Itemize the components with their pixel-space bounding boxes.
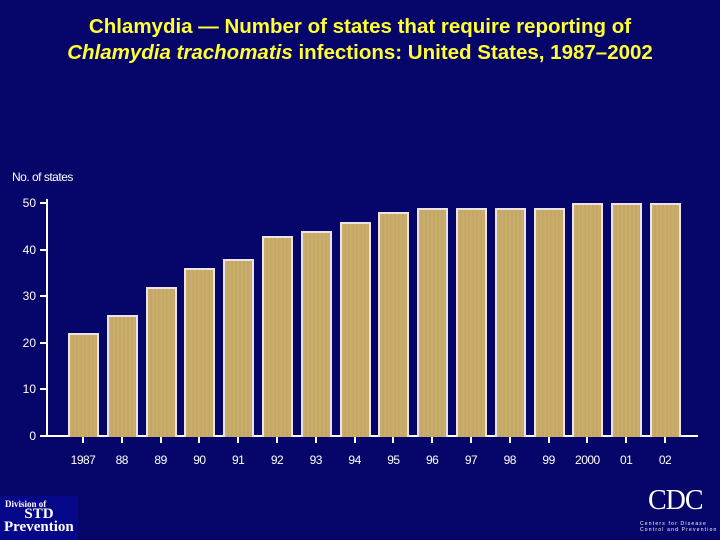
x-tick-label: 1987: [70, 453, 96, 467]
std-prevention-logo: Division of STD Prevention: [0, 496, 78, 540]
x-tick: [392, 437, 395, 443]
x-tick-label: 95: [387, 453, 400, 467]
x-tick-label: 89: [154, 453, 167, 467]
bar-1987: [68, 333, 99, 437]
bar-93: [300, 230, 332, 437]
y-tick: [40, 435, 47, 437]
chart-title: Chlamydia — Number of states that requir…: [0, 14, 720, 66]
logo-std-text: STD: [24, 506, 54, 522]
title-line-2-rest: infections: United States, 1987–2002: [292, 41, 653, 64]
x-tick-label: 94: [348, 453, 361, 467]
bar-96: [417, 207, 449, 437]
title-italic-species: Chlamydia trachomatis: [67, 41, 293, 64]
y-tick-label: 40: [22, 242, 36, 257]
x-tick: [625, 437, 628, 443]
x-tick: [314, 437, 317, 443]
bar-99: [533, 207, 565, 437]
y-axis-line: [46, 199, 48, 437]
x-tick-label: 93: [309, 453, 323, 467]
bar-89: [145, 286, 177, 437]
x-tick-label: 91: [232, 453, 245, 467]
x-tick: [276, 437, 278, 443]
y-tick: [40, 248, 47, 251]
title-line-2: Chlamydia trachomatis infections: United…: [0, 40, 720, 66]
bar-01: [611, 203, 643, 437]
title-line-1: Chlamydia — Number of states that requir…: [88, 15, 632, 38]
cdc-logo: CDC Centers for Disease Control and Prev…: [640, 485, 716, 535]
x-tick-label: 88: [115, 453, 129, 467]
y-tick: [40, 202, 47, 204]
x-tick: [120, 437, 123, 443]
x-tick: [198, 437, 201, 443]
bar-94: [339, 221, 371, 437]
bar-98: [494, 207, 526, 437]
x-tick-label: 90: [193, 453, 206, 467]
x-tick-label: 02: [658, 453, 672, 467]
x-tick-label: 99: [542, 453, 555, 467]
x-tick-label: 01: [620, 453, 633, 467]
y-tick-label: 50: [22, 196, 36, 210]
x-tick: [547, 437, 550, 443]
x-axis-line: [46, 435, 698, 437]
cdc-subtitle-line-1: Centers for Disease: [640, 521, 707, 527]
y-tick: [40, 388, 47, 391]
x-tick: [82, 437, 84, 443]
x-tick: [431, 437, 434, 443]
x-tick-label: 2000: [575, 453, 600, 467]
x-tick-label: 92: [270, 453, 284, 467]
x-tick: [664, 437, 666, 443]
x-tick-label: 96: [426, 453, 439, 467]
x-tick: [159, 437, 162, 443]
bar-97: [456, 207, 487, 437]
y-tick-label: 30: [22, 289, 36, 304]
cdc-subtitle: Centers for Disease Control and Preventi…: [640, 521, 718, 533]
logo-prevention-text: Prevention: [4, 519, 74, 535]
bar-2000: [572, 203, 604, 437]
x-tick: [586, 437, 589, 443]
y-axis-label: No. of states: [12, 170, 73, 184]
x-tick: [353, 437, 356, 443]
y-tick-label: 20: [22, 335, 36, 350]
cdc-subtitle-line-2: Control and Prevention: [640, 527, 718, 533]
x-tick-label: 97: [464, 453, 478, 467]
y-tick: [40, 341, 47, 344]
y-tick-label: 0: [29, 429, 36, 443]
bar-90: [184, 268, 216, 437]
bar-92: [262, 235, 293, 437]
bar-91: [223, 258, 255, 437]
x-tick: [470, 437, 472, 443]
x-tick: [508, 437, 511, 443]
bar-88: [106, 314, 138, 437]
bar-95: [378, 212, 410, 437]
bar-02: [650, 203, 681, 437]
x-tick-label: 98: [503, 453, 517, 467]
cdc-mark: CDC: [648, 485, 704, 516]
y-tick-label: 10: [22, 382, 36, 397]
y-tick: [40, 295, 47, 298]
x-tick: [237, 437, 240, 443]
logo-division-text: Division of: [5, 499, 47, 509]
